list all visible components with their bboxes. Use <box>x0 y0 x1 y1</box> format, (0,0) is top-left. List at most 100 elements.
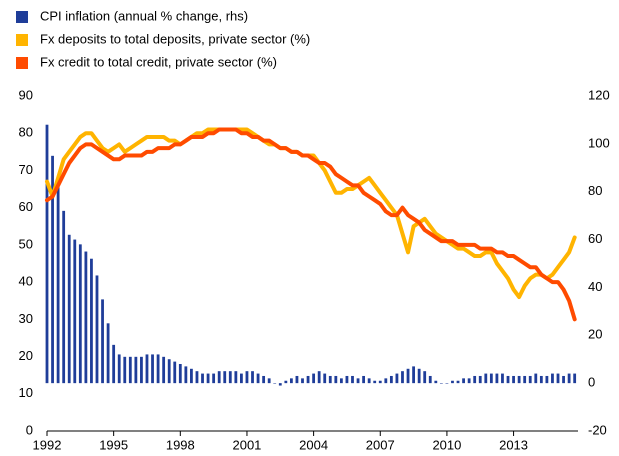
bar <box>151 354 154 384</box>
y2-tick-label: 120 <box>588 87 610 102</box>
bar <box>512 375 515 384</box>
bar <box>567 373 571 384</box>
bar <box>323 373 327 384</box>
bar <box>439 383 443 384</box>
bar <box>162 356 166 384</box>
bar <box>101 299 104 384</box>
bar <box>217 371 221 384</box>
bar <box>328 375 332 384</box>
x-tick-label: 2004 <box>299 437 328 452</box>
bar <box>201 373 204 384</box>
bar <box>56 186 60 384</box>
bar <box>478 375 482 384</box>
y2-tick-label: 80 <box>588 183 602 198</box>
bar <box>417 368 421 384</box>
bar <box>501 373 504 384</box>
bar <box>506 375 510 384</box>
bar <box>489 373 493 384</box>
bar <box>90 258 93 384</box>
bar <box>467 378 471 384</box>
bar <box>534 373 538 384</box>
bar <box>256 373 260 384</box>
bar <box>384 378 388 384</box>
bar <box>295 375 299 384</box>
bar <box>539 375 543 384</box>
x-tick-label: 2010 <box>432 437 461 452</box>
y2-tick-label: -20 <box>588 422 607 437</box>
y-tick-label: 20 <box>19 348 33 363</box>
bar <box>240 373 243 384</box>
bar <box>334 375 338 384</box>
bar <box>190 368 193 384</box>
bar <box>128 356 132 384</box>
bar <box>212 373 216 384</box>
x-tick-label: 2013 <box>499 437 528 452</box>
bar <box>117 354 121 384</box>
y2-tick-label: 20 <box>588 327 602 342</box>
bar <box>545 375 549 384</box>
bar <box>484 373 488 384</box>
bar <box>406 368 410 384</box>
bar <box>45 124 49 384</box>
y-tick-label: 10 <box>19 385 33 400</box>
bar <box>456 380 460 384</box>
bar <box>289 378 293 384</box>
bar <box>473 375 477 384</box>
bar <box>67 234 71 384</box>
bar <box>373 380 377 384</box>
legend-label: Fx credit to total credit, private secto… <box>40 54 277 69</box>
bar <box>528 375 532 384</box>
bar <box>245 371 249 384</box>
bar <box>267 378 271 384</box>
bar <box>451 380 454 384</box>
bar <box>423 371 427 384</box>
bar <box>562 375 565 384</box>
bar <box>412 366 415 384</box>
y-tick-label: 30 <box>19 311 33 326</box>
y-tick-label: 0 <box>26 422 33 437</box>
bar <box>434 380 438 384</box>
y2-tick-label: 40 <box>588 279 602 294</box>
bar <box>234 371 238 384</box>
bar <box>112 344 116 384</box>
bar <box>351 375 354 384</box>
bar <box>78 244 82 384</box>
bar <box>156 354 160 384</box>
x-tick-label: 1998 <box>166 437 195 452</box>
bar <box>428 375 432 384</box>
y-tick-label: 60 <box>19 199 33 214</box>
bar <box>362 375 366 384</box>
legend-label: CPI inflation (annual % change, rhs) <box>40 8 248 23</box>
legend-swatch <box>16 34 28 46</box>
bar <box>339 378 343 384</box>
bar <box>178 364 182 384</box>
bar <box>378 380 382 384</box>
x-tick-label: 1995 <box>99 437 128 452</box>
bar <box>145 354 149 384</box>
y2-tick-label: 60 <box>588 231 602 246</box>
x-tick-label: 1992 <box>33 437 62 452</box>
bar <box>262 375 266 384</box>
y-tick-label: 80 <box>19 125 33 140</box>
legend-swatch <box>16 11 28 23</box>
bar <box>140 356 143 384</box>
y-tick-label: 40 <box>19 274 33 289</box>
bar <box>556 373 560 384</box>
bar <box>573 373 577 384</box>
bar <box>106 323 110 384</box>
bar <box>134 356 138 384</box>
bar <box>495 373 499 384</box>
bar <box>195 371 199 384</box>
x-tick-label: 2007 <box>366 437 395 452</box>
line <box>45 127 577 322</box>
bar <box>173 361 177 384</box>
y2-tick-label: 0 <box>588 375 595 390</box>
y-tick-label: 90 <box>19 87 33 102</box>
legend-label: Fx deposits to total deposits, private s… <box>40 31 310 46</box>
bar <box>462 378 465 384</box>
y-tick-label: 50 <box>19 236 33 251</box>
bar <box>84 251 88 384</box>
bar <box>523 375 527 384</box>
bar <box>345 375 349 384</box>
